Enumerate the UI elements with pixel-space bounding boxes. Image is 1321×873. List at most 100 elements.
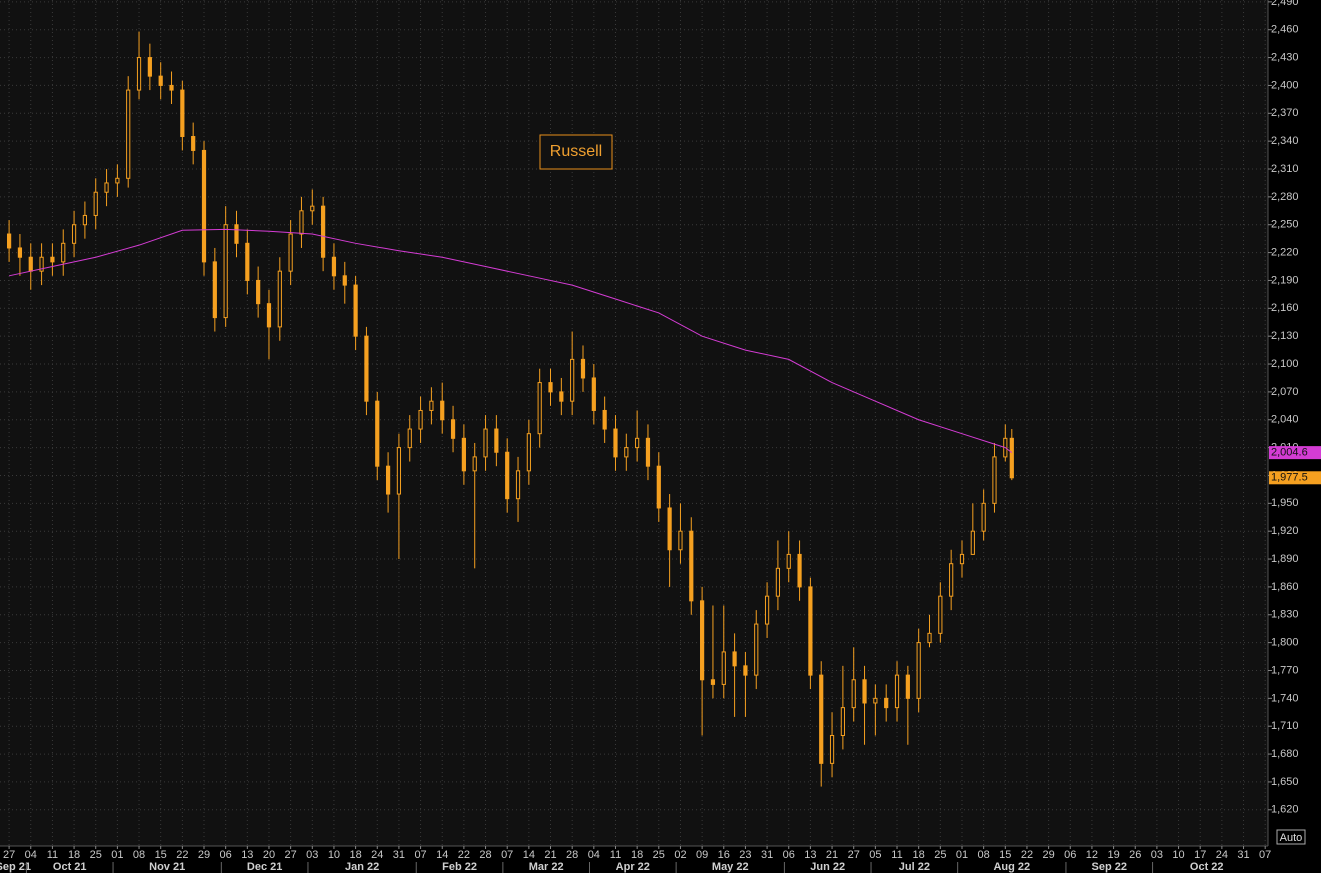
candle-body [147,57,152,77]
candle-body [884,697,889,709]
x-tick-label: 24 [371,849,383,861]
candle-body [840,707,845,736]
x-tick-label: 28 [566,849,578,861]
candle-body [862,679,867,704]
month-label: Jan 22 [345,861,379,873]
x-tick-label: 10 [328,849,340,861]
candle-body [721,651,726,685]
candle-body [775,567,781,597]
candle-body [764,595,770,625]
x-tick-label: 06 [1064,849,1076,861]
month-label: Mar 22 [529,861,564,873]
candle-body [580,358,586,379]
candle-body [797,553,802,588]
y-tick-label: 2,340 [1271,135,1299,147]
month-label: Sep 22 [1092,861,1127,873]
candle-body [851,679,856,709]
candle-body [28,256,33,272]
candle-body [970,530,975,555]
candle-body [873,697,878,704]
y-tick-label: 1,620 [1271,804,1299,816]
auto-button[interactable] [1276,829,1306,845]
candle-body [266,303,272,328]
month-label: Jun 22 [810,861,845,873]
candle-body [396,447,402,495]
candle-body [959,553,965,565]
x-tick-label: 14 [523,849,535,861]
candle-body [245,242,250,281]
candle-body [624,447,629,458]
x-tick-label: 06 [220,849,232,861]
candle-body [39,256,44,272]
candle-body [667,507,672,551]
x-tick-label: 31 [761,849,773,861]
x-tick-label: 19 [1107,849,1119,861]
y-tick-label: 2,250 [1271,219,1299,231]
x-tick-label: 02 [674,849,686,861]
candle-body [808,586,813,676]
x-tick-label: 22 [1021,849,1033,861]
candle-body [754,623,759,676]
x-tick-label: 18 [913,849,925,861]
plot-area [0,0,1268,846]
candle-body [6,233,12,249]
x-tick-label: 15 [155,849,167,861]
y-tick-label: 2,100 [1271,358,1299,370]
x-tick-label: 23 [739,849,751,861]
x-tick-label: 22 [176,849,188,861]
candle-body [201,149,207,263]
candle-body [169,84,174,91]
x-tick-label: 21 [826,849,838,861]
x-tick-label: 03 [1151,849,1163,861]
x-tick-label: 07 [501,849,513,861]
candle-body [82,214,87,226]
candle-body [321,205,326,258]
candle-body [461,437,466,472]
x-tick-label: 08 [133,849,145,861]
x-axis-strip [0,846,1321,873]
y-tick-label: 2,400 [1271,79,1299,91]
x-tick-label: 25 [90,849,102,861]
candle-body [894,674,900,709]
close-last-label: 1,977.5 [1271,472,1308,484]
x-tick-label: 17 [1194,849,1206,861]
x-tick-label: 21 [544,849,556,861]
candle-body [743,665,748,676]
candle-body [136,57,142,91]
y-tick-label: 1,800 [1271,637,1299,649]
candle-body [602,409,607,430]
x-tick-label: 07 [1259,849,1271,861]
y-tick-label: 2,370 [1271,107,1299,119]
candle-body [526,433,531,472]
x-tick-label: 22 [458,849,470,861]
y-tick-label: 2,070 [1271,386,1299,398]
auto-button-label[interactable]: Auto [1280,832,1303,844]
y-tick-label: 2,130 [1271,330,1299,342]
candle-body [223,224,228,319]
x-tick-label: 29 [1042,849,1054,861]
candle-body [981,502,986,532]
y-tick-label: 2,430 [1271,51,1299,63]
y-tick-label: 2,160 [1271,302,1299,314]
candle-body [158,75,163,86]
x-tick-label: 27 [3,849,15,861]
x-tick-label: 14 [436,849,448,861]
candle-body [949,563,954,597]
y-tick-label: 2,490 [1271,0,1299,8]
candle-body [570,358,575,402]
candle-body [288,233,293,272]
candle-body [700,600,705,681]
x-tick-label: 20 [263,849,275,861]
candle-body [440,400,445,421]
x-tick-label: 08 [978,849,990,861]
x-tick-label: 25 [934,849,946,861]
candle-body [277,270,282,328]
candle-body [732,651,737,667]
x-tick-label: 05 [869,849,881,861]
x-tick-label: 06 [783,849,795,861]
y-tick-label: 2,310 [1271,163,1299,175]
month-label: May 22 [712,861,749,873]
candle-body [310,205,315,212]
x-tick-label: 18 [349,849,361,861]
